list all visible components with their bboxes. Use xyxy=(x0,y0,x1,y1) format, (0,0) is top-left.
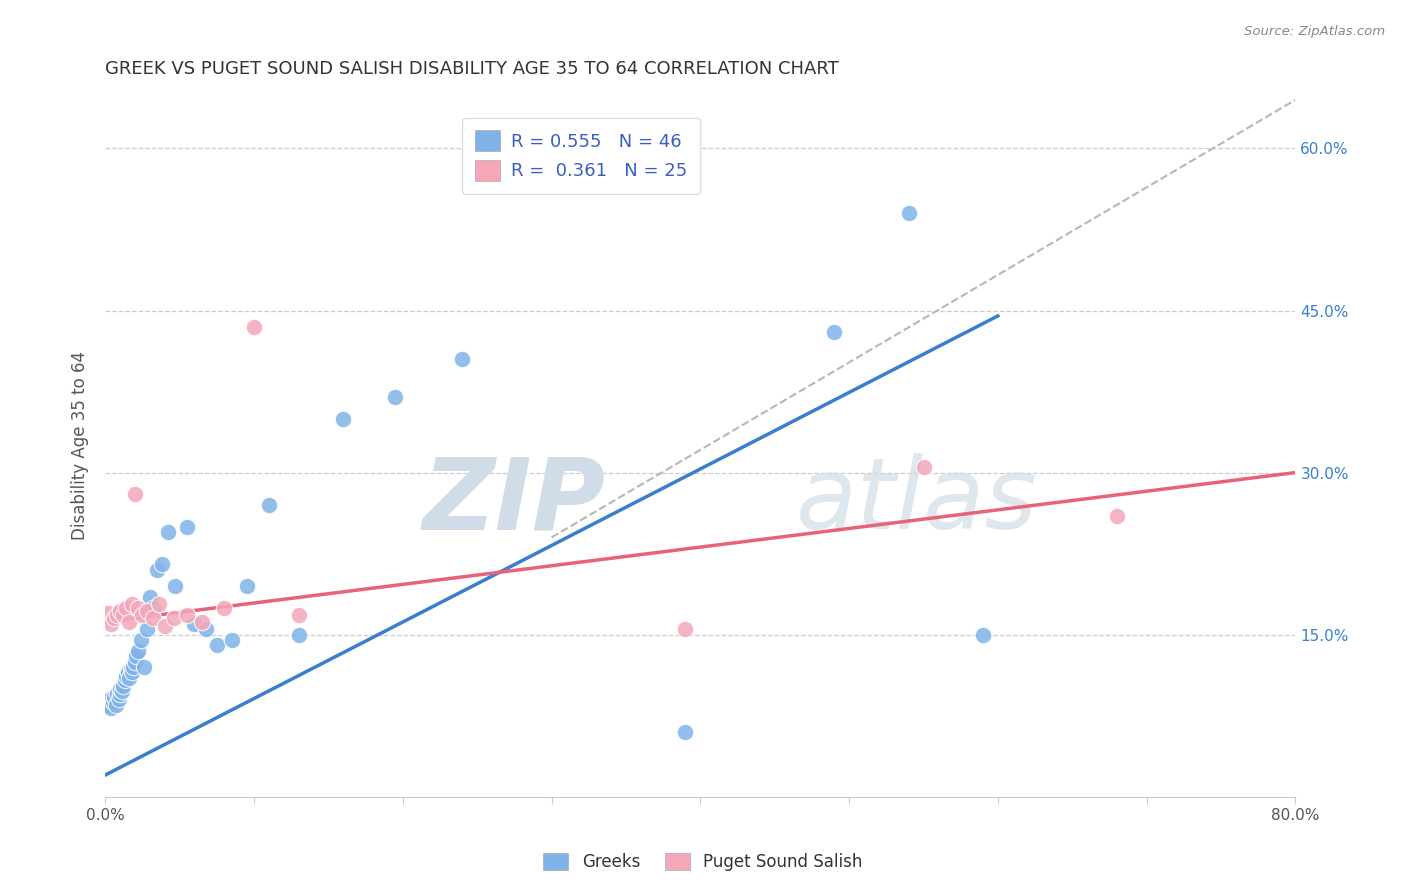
Point xyxy=(221,633,243,648)
Text: ZIP: ZIP xyxy=(422,453,605,550)
Point xyxy=(150,558,173,572)
Point xyxy=(897,206,920,220)
Point xyxy=(107,692,129,706)
Point xyxy=(117,665,139,680)
Point xyxy=(156,524,179,539)
Point xyxy=(195,622,218,636)
Point xyxy=(165,579,187,593)
Point xyxy=(163,611,186,625)
Point xyxy=(97,606,120,620)
Point xyxy=(108,687,131,701)
Point xyxy=(115,668,138,682)
Point xyxy=(176,608,198,623)
Point xyxy=(98,692,121,706)
Point xyxy=(124,655,146,669)
Point xyxy=(235,579,257,593)
Point xyxy=(100,701,122,715)
Point xyxy=(205,639,228,653)
Point xyxy=(125,649,148,664)
Point xyxy=(121,665,143,680)
Text: atlas: atlas xyxy=(796,453,1038,550)
Point xyxy=(115,600,138,615)
Point xyxy=(972,627,994,641)
Point xyxy=(153,619,176,633)
Point xyxy=(287,627,309,641)
Point xyxy=(135,622,157,636)
Point xyxy=(139,590,162,604)
Point xyxy=(257,498,280,512)
Y-axis label: Disability Age 35 to 64: Disability Age 35 to 64 xyxy=(72,351,89,540)
Point xyxy=(384,390,406,404)
Point xyxy=(120,662,142,676)
Point xyxy=(176,519,198,533)
Point xyxy=(675,724,697,739)
Point xyxy=(132,660,155,674)
Point xyxy=(103,611,125,625)
Point xyxy=(127,644,149,658)
Point xyxy=(332,411,354,425)
Point xyxy=(127,600,149,615)
Point xyxy=(148,598,170,612)
Point xyxy=(191,615,214,629)
Point xyxy=(97,698,120,712)
Point xyxy=(108,604,131,618)
Point xyxy=(103,690,125,705)
Point xyxy=(118,671,141,685)
Point xyxy=(104,698,127,712)
Point xyxy=(124,487,146,501)
Point xyxy=(112,608,135,623)
Point xyxy=(142,611,165,625)
Point xyxy=(131,608,153,623)
Point xyxy=(287,608,309,623)
Point xyxy=(108,681,131,696)
Point xyxy=(451,352,474,367)
Point xyxy=(243,319,266,334)
Point xyxy=(112,680,135,694)
Point xyxy=(101,695,124,709)
Legend: R = 0.555   N = 46, R =  0.361   N = 25: R = 0.555 N = 46, R = 0.361 N = 25 xyxy=(463,118,700,194)
Point xyxy=(183,616,205,631)
Point xyxy=(212,600,235,615)
Point xyxy=(912,460,935,475)
Point xyxy=(122,660,145,674)
Point xyxy=(105,687,128,701)
Text: Source: ZipAtlas.com: Source: ZipAtlas.com xyxy=(1244,25,1385,38)
Point xyxy=(129,633,152,648)
Point xyxy=(823,325,845,339)
Point xyxy=(146,563,169,577)
Legend: Greeks, Puget Sound Salish: Greeks, Puget Sound Salish xyxy=(534,845,872,880)
Point xyxy=(142,600,165,615)
Point xyxy=(105,608,128,623)
Point xyxy=(121,598,143,612)
Point xyxy=(114,673,136,687)
Text: GREEK VS PUGET SOUND SALISH DISABILITY AGE 35 TO 64 CORRELATION CHART: GREEK VS PUGET SOUND SALISH DISABILITY A… xyxy=(105,60,839,78)
Point xyxy=(675,622,697,636)
Point xyxy=(135,604,157,618)
Point xyxy=(1105,508,1128,523)
Point xyxy=(110,683,132,698)
Point xyxy=(118,615,141,629)
Point xyxy=(100,616,122,631)
